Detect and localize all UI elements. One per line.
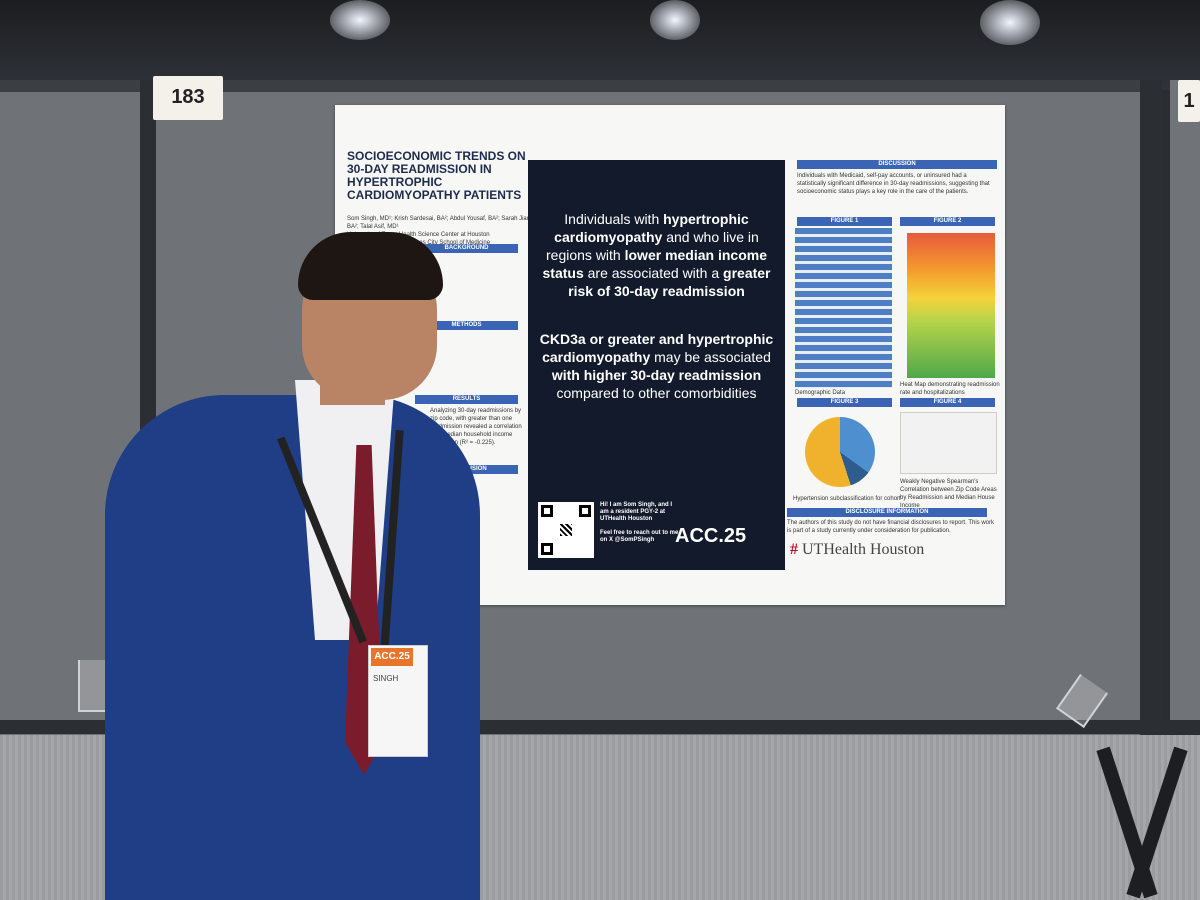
ceiling-light <box>650 0 700 40</box>
board-post-right <box>1140 80 1162 740</box>
uthealth-text: UTHealth Houston <box>802 541 925 558</box>
kf2-part-3: compared to other comorbidities <box>556 385 757 401</box>
kf1-part-1: hypertrophic cardiomyopathy <box>554 211 749 245</box>
badge-name: SINGH <box>373 674 399 683</box>
kf1-part-5: greater risk of 30-day readmission <box>568 265 771 299</box>
kf1-part-3: lower median income status <box>542 247 767 281</box>
figure-3-caption: Hypertension subclassification for cohor… <box>793 496 901 502</box>
poster-title: SOCIOECONOMIC TRENDS ON 30-DAY READMISSI… <box>347 149 526 202</box>
figure-1-caption: Demographic Data <box>795 390 846 396</box>
uthealth-logo: # UTHealth Houston <box>790 541 924 559</box>
figure-4-label: FIGURE 4 <box>900 398 995 407</box>
figure-2-caption: Heat Map demonstrating readmission rate … <box>900 382 1000 396</box>
kf2-part-0: CKD3a or greater and hypertrophic cardio… <box>539 331 774 365</box>
figure-2-label: FIGURE 2 <box>900 217 995 226</box>
figure-2-heatmap <box>907 233 995 378</box>
poster-board-right <box>1170 80 1200 730</box>
figure-3-pie-chart <box>805 417 875 487</box>
plastic-cup <box>78 660 108 712</box>
booth-number-sign-right: 1 <box>1178 80 1200 122</box>
key-finding-1: Individuals with hypertrophic cardiomyop… <box>538 210 775 300</box>
section-results: RESULTS <box>415 395 518 404</box>
disclosure-text: The authors of this study do not have fi… <box>787 520 994 534</box>
acc-logo: ACC.25 <box>675 525 747 547</box>
section-disclosure: DISCLOSURE INFORMATION <box>787 508 987 517</box>
section-background: BACKGROUND <box>415 244 518 253</box>
figure-1-table <box>795 228 892 388</box>
uthealth-mark: # <box>790 541 798 558</box>
author-list: Som Singh, MD¹; Krish Sardesai, BA²; Abd… <box>347 216 536 230</box>
figure-1-label: FIGURE 1 <box>797 217 892 226</box>
kf2-part-2: with higher 30-day readmission <box>551 367 762 383</box>
key-finding-2: CKD3a or greater and hypertrophic cardio… <box>538 330 775 402</box>
badge-event-logo: ACC.25 <box>371 648 413 666</box>
ceiling-light <box>980 0 1040 45</box>
figure-4-scatter <box>900 412 997 474</box>
kf1-part-0: Individuals with <box>564 211 664 227</box>
kf2-part-1: may be associated <box>650 349 771 365</box>
discussion-text: Individuals with Medicaid, self-pay acco… <box>797 173 990 195</box>
section-discussion: DISCUSSION <box>797 160 997 169</box>
ceiling-light <box>330 0 390 40</box>
results-text: Analyzing 30-day readmissions by zip cod… <box>430 408 522 446</box>
key-findings-panel: Individuals with hypertrophic cardiomyop… <box>528 160 785 570</box>
figure-4-caption: Weakly Negative Spearman's Correlation b… <box>900 479 997 509</box>
contact-text: Hi! I am Som Singh, and I am a resident … <box>600 502 679 543</box>
qr-code[interactable] <box>538 502 594 558</box>
kf1-part-4: are associated with a <box>583 265 724 281</box>
figure-3-label: FIGURE 3 <box>797 398 892 407</box>
hair <box>298 232 443 300</box>
kf1-part-2: and who live in regions with <box>546 229 759 263</box>
conference-badge: ACC.25 SINGH <box>368 645 428 757</box>
booth-number-sign: 183 <box>153 76 223 120</box>
section-methods: METHODS <box>415 321 518 330</box>
